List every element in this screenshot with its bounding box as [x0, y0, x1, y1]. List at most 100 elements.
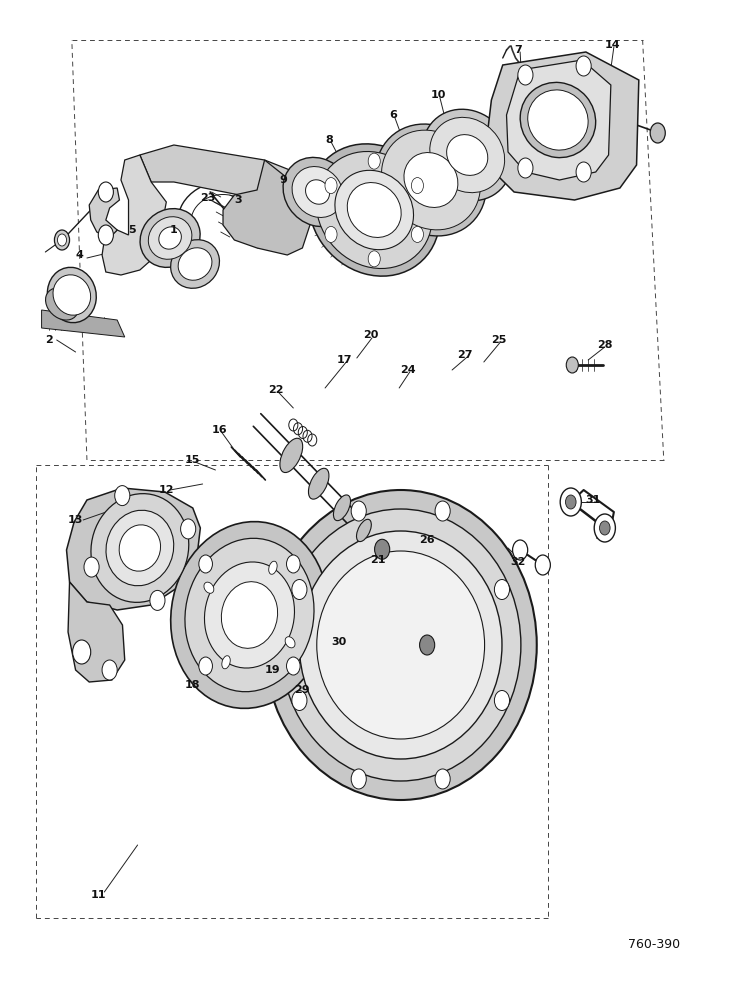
Ellipse shape	[140, 209, 200, 267]
Text: 14: 14	[605, 40, 620, 50]
Circle shape	[494, 580, 510, 600]
Circle shape	[199, 555, 212, 573]
Text: 15: 15	[185, 455, 200, 465]
Circle shape	[325, 178, 337, 194]
Ellipse shape	[308, 468, 329, 499]
Circle shape	[181, 519, 196, 539]
Ellipse shape	[53, 275, 91, 315]
Ellipse shape	[159, 227, 181, 249]
Circle shape	[411, 178, 423, 194]
Ellipse shape	[171, 522, 328, 708]
Text: 19: 19	[265, 665, 280, 675]
Ellipse shape	[292, 167, 343, 217]
Circle shape	[368, 251, 380, 267]
Text: 12: 12	[159, 485, 174, 495]
Ellipse shape	[347, 183, 401, 237]
Circle shape	[84, 557, 99, 577]
Circle shape	[150, 590, 165, 610]
Circle shape	[292, 580, 307, 600]
Text: 29: 29	[295, 685, 310, 695]
Circle shape	[73, 640, 91, 664]
Ellipse shape	[280, 438, 302, 473]
Circle shape	[287, 555, 300, 573]
Circle shape	[594, 514, 615, 542]
Ellipse shape	[171, 240, 219, 288]
Circle shape	[576, 162, 591, 182]
Ellipse shape	[283, 157, 352, 227]
Text: 3: 3	[234, 195, 242, 205]
Ellipse shape	[317, 551, 485, 739]
Text: 6: 6	[389, 110, 397, 120]
Ellipse shape	[280, 509, 521, 781]
Text: 760-390: 760-390	[628, 938, 680, 952]
Ellipse shape	[404, 153, 458, 207]
Circle shape	[513, 540, 528, 560]
Circle shape	[566, 357, 578, 373]
Text: 5: 5	[129, 225, 136, 235]
Ellipse shape	[447, 135, 488, 175]
Text: 13: 13	[68, 515, 83, 525]
Ellipse shape	[335, 170, 414, 250]
Ellipse shape	[520, 82, 596, 158]
Circle shape	[115, 486, 130, 506]
Text: 26: 26	[420, 535, 435, 545]
Ellipse shape	[268, 561, 277, 574]
Circle shape	[98, 225, 113, 245]
Ellipse shape	[305, 180, 330, 204]
Circle shape	[518, 158, 533, 178]
Ellipse shape	[299, 531, 502, 759]
Text: 30: 30	[331, 637, 346, 647]
Text: 7: 7	[514, 45, 522, 55]
Ellipse shape	[429, 117, 505, 193]
Ellipse shape	[333, 495, 351, 521]
Circle shape	[560, 488, 581, 516]
Ellipse shape	[382, 130, 480, 230]
Polygon shape	[223, 160, 310, 255]
Text: 11: 11	[91, 890, 106, 900]
Circle shape	[352, 501, 367, 521]
Text: 25: 25	[491, 335, 507, 345]
Text: 2: 2	[45, 335, 53, 345]
Circle shape	[57, 234, 67, 246]
Text: 31: 31	[586, 495, 601, 505]
Text: 17: 17	[336, 355, 352, 365]
Ellipse shape	[222, 582, 277, 648]
Ellipse shape	[204, 562, 295, 668]
Circle shape	[368, 153, 380, 169]
Text: 18: 18	[185, 680, 200, 690]
Ellipse shape	[204, 582, 214, 593]
Circle shape	[565, 495, 576, 509]
Circle shape	[600, 521, 610, 535]
Ellipse shape	[185, 538, 314, 692]
Text: 24: 24	[401, 365, 416, 375]
Text: 20: 20	[363, 330, 378, 340]
Ellipse shape	[265, 490, 537, 800]
Polygon shape	[68, 582, 125, 682]
Circle shape	[374, 539, 389, 559]
Text: 8: 8	[325, 135, 333, 145]
Circle shape	[420, 635, 435, 655]
Ellipse shape	[308, 144, 440, 276]
Text: 10: 10	[431, 90, 446, 100]
Circle shape	[576, 56, 591, 76]
Ellipse shape	[119, 525, 160, 571]
Circle shape	[287, 657, 300, 675]
Text: 27: 27	[457, 350, 472, 360]
Circle shape	[435, 501, 450, 521]
Ellipse shape	[45, 288, 79, 320]
Circle shape	[435, 769, 450, 789]
Circle shape	[411, 226, 423, 242]
Circle shape	[494, 690, 510, 710]
Ellipse shape	[423, 109, 512, 201]
Polygon shape	[42, 310, 125, 337]
Circle shape	[650, 123, 665, 143]
Ellipse shape	[91, 494, 189, 602]
Circle shape	[98, 182, 113, 202]
Text: 4: 4	[76, 250, 83, 260]
Circle shape	[518, 65, 533, 85]
Polygon shape	[488, 52, 639, 200]
Circle shape	[292, 690, 307, 710]
Text: 1: 1	[170, 225, 178, 235]
Circle shape	[199, 657, 212, 675]
Ellipse shape	[48, 267, 96, 323]
